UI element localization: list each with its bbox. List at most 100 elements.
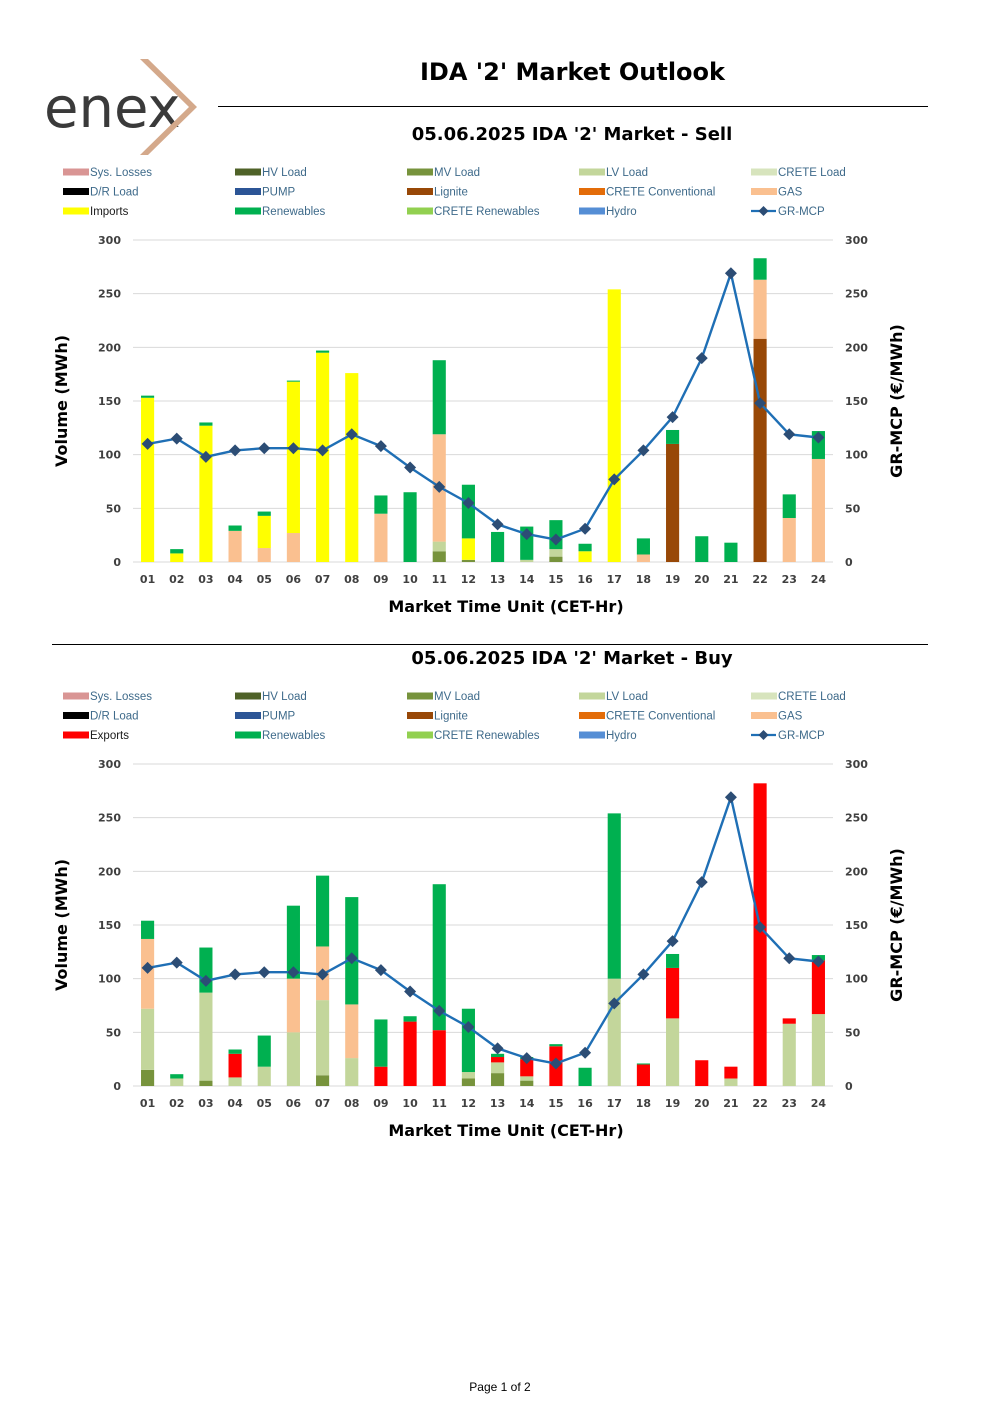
- x-tick-label: 02: [169, 573, 184, 586]
- legend-label-imports: Imports: [90, 206, 129, 218]
- x-tick-label: 23: [782, 573, 797, 586]
- y-axis-title: Volume (MWh): [52, 859, 71, 991]
- legend-label-crete-conventional: CRETE Conventional: [606, 187, 715, 199]
- bar-lv-load-03: [199, 992, 213, 1081]
- x-tick-label: 11: [432, 1097, 447, 1110]
- bar-exports-24: [811, 960, 825, 1015]
- mcp-point-15: [549, 533, 562, 546]
- bar-gas-05: [257, 548, 271, 562]
- bar-gas-23: [782, 517, 796, 562]
- x-tick-label: 05: [257, 1097, 272, 1110]
- x-tick-label: 05: [257, 573, 272, 586]
- bar-renewables-13: [491, 531, 505, 562]
- x-tick-label: 04: [227, 573, 243, 586]
- bar-renewables-19: [666, 953, 680, 968]
- mcp-point-08: [345, 428, 358, 441]
- x-tick-label: 08: [344, 573, 359, 586]
- bar-gas-18: [636, 554, 650, 562]
- bar-imports-06: [286, 381, 300, 534]
- x-tick-label: 12: [461, 1097, 476, 1110]
- y2-tick-label: 0: [845, 556, 853, 569]
- bar-lv-load-21: [724, 1078, 738, 1086]
- bar-lv-load-04: [228, 1077, 242, 1086]
- enex-logo-graphic: enex: [44, 59, 197, 155]
- legend-swatch-d-r-load: [63, 188, 89, 195]
- bar-exports-04: [228, 1053, 242, 1078]
- y-tick-label: 250: [98, 288, 121, 301]
- bar-renewables-22: [753, 258, 767, 280]
- legend-label-lignite: Lignite: [434, 187, 468, 199]
- mcp-point-05: [258, 966, 271, 979]
- mcp-point-11: [433, 1004, 446, 1017]
- buy-chart: 05.06.2025 IDA '2' Market - Buy Sys. Loss…: [0, 636, 1000, 1141]
- bar-lv-load-14: [520, 1076, 534, 1081]
- y2-tick-label: 100: [845, 973, 868, 986]
- bar-gas-22: [753, 279, 767, 339]
- sell-chart-svg: 05.06.2025 IDA '2' Market - Sell Sys. Los…: [52, 124, 906, 616]
- x-tick-label: 20: [694, 573, 710, 586]
- bar-renewables-19: [666, 429, 680, 444]
- mcp-point-06: [287, 966, 300, 979]
- mcp-point-20: [695, 876, 708, 889]
- legend-swatch-gas: [751, 712, 777, 719]
- bar-renewables-06: [286, 380, 300, 382]
- buy-chart-svg: 05.06.2025 IDA '2' Market - Buy Sys. Loss…: [52, 648, 906, 1140]
- legend-swatch-sys-losses: [63, 692, 89, 700]
- mcp-point-14: [520, 528, 533, 541]
- legend-label-lv-load: LV Load: [606, 167, 648, 179]
- bar-lignite-22: [753, 338, 767, 562]
- bar-lv-load-17: [607, 978, 621, 1086]
- y2-tick-label: 250: [845, 288, 868, 301]
- legend-label-crete-renewables: CRETE Renewables: [434, 206, 540, 218]
- mcp-point-13: [491, 1042, 504, 1055]
- bar-exports-13: [491, 1057, 505, 1063]
- mcp-point-02: [170, 956, 183, 969]
- mcp-point-06: [287, 442, 300, 455]
- page-number: Page 1 of 2: [469, 1380, 531, 1394]
- mcp-point-24: [812, 955, 825, 968]
- mcp-point-07: [316, 968, 329, 981]
- mcp-point-11: [433, 480, 446, 493]
- mcp-point-17: [608, 473, 621, 486]
- x-tick-label: 17: [607, 1097, 622, 1110]
- bar-renewables-11: [432, 360, 446, 435]
- y2-axis-title: GR-MCP (€/MWh): [887, 324, 906, 478]
- mcp-point-04: [229, 968, 242, 981]
- legend-label-gr-mcp: GR-MCP: [778, 730, 825, 742]
- mcp-point-20: [695, 352, 708, 365]
- x-tick-label: 22: [752, 1097, 767, 1110]
- bar-renewables-05: [257, 511, 271, 516]
- x-tick-label: 11: [432, 573, 447, 586]
- x-tick-label: 10: [402, 573, 418, 586]
- x-tick-label: 24: [811, 573, 827, 586]
- x-tick-label: 18: [636, 1097, 651, 1110]
- mcp-point-14: [520, 1052, 533, 1065]
- x-tick-label: 01: [140, 1097, 155, 1110]
- bar-lv-load-24: [811, 1014, 825, 1086]
- y2-tick-label: 250: [845, 812, 868, 825]
- bar-lv-load-12: [461, 1072, 475, 1079]
- mcp-point-22: [754, 921, 767, 934]
- mcp-point-12: [462, 1020, 475, 1033]
- legend-swatch-lv-load: [579, 168, 605, 176]
- bar-lv-load-11: [432, 541, 446, 552]
- mcp-point-13: [491, 518, 504, 531]
- mcp-point-22: [754, 397, 767, 410]
- x-tick-label: 06: [286, 1097, 302, 1110]
- legend-label-crete-load: CRETE Load: [778, 167, 846, 179]
- y-tick-label: 200: [98, 865, 121, 878]
- legend-swatch-crete-load: [751, 168, 777, 176]
- y-tick-label: 50: [106, 502, 122, 515]
- y-tick-label: 300: [98, 234, 121, 247]
- mcp-point-01: [141, 961, 154, 974]
- legend-swatch-crete-conventional: [579, 712, 605, 719]
- legend-label-crete-load: CRETE Load: [778, 691, 846, 703]
- x-tick-label: 15: [548, 573, 563, 586]
- mcp-point-07: [316, 444, 329, 457]
- bar-mv-load-12: [461, 559, 475, 562]
- mcp-point-04: [229, 444, 242, 457]
- bar-renewables-09: [374, 495, 388, 514]
- x-tick-label: 14: [519, 573, 535, 586]
- y-tick-label: 0: [113, 1080, 121, 1093]
- bar-renewables-01: [141, 395, 155, 398]
